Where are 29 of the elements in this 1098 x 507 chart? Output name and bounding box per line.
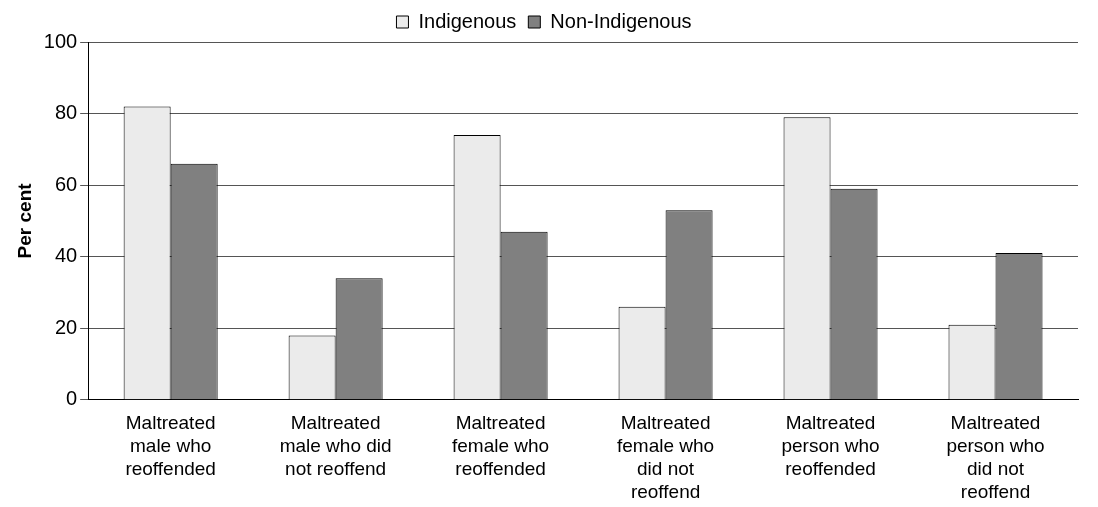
y-tick-label: 20 [54, 315, 78, 338]
category-label: reoffend [960, 480, 1031, 502]
category-label: person who [781, 435, 880, 457]
category-label: male who did [279, 435, 392, 457]
category-label: did not [966, 458, 1025, 480]
category-label: Maltreated [125, 412, 216, 434]
category-label: not reoffend [285, 458, 387, 480]
category-label: Maltreated [620, 412, 711, 434]
category-label: reoffend [630, 480, 701, 502]
category-label: Maltreated [950, 412, 1041, 434]
y-tick-label: 60 [54, 172, 78, 195]
category-label: Maltreated [785, 412, 876, 434]
category-label: reoffended [785, 458, 876, 480]
category-label: male who [129, 435, 212, 457]
y-tick-label: 80 [54, 101, 78, 124]
category-label: Maltreated [455, 412, 546, 434]
y-tick-label: 0 [66, 387, 78, 410]
category-label: did not [637, 458, 695, 480]
category-label: person who [946, 435, 1045, 457]
y-tick-label: 40 [54, 244, 78, 267]
y-tick-label: 100 [43, 29, 78, 52]
legend-label: Non-Indigenous [550, 9, 692, 32]
category-label: reoffended [455, 458, 546, 480]
category-label: Maltreated [290, 412, 381, 434]
y-axis-title: Per cent [13, 182, 35, 259]
category-label: female who [452, 435, 550, 457]
category-label: female who [616, 435, 715, 457]
legend-label: Indigenous [418, 9, 517, 32]
category-label: reoffended [125, 458, 216, 480]
